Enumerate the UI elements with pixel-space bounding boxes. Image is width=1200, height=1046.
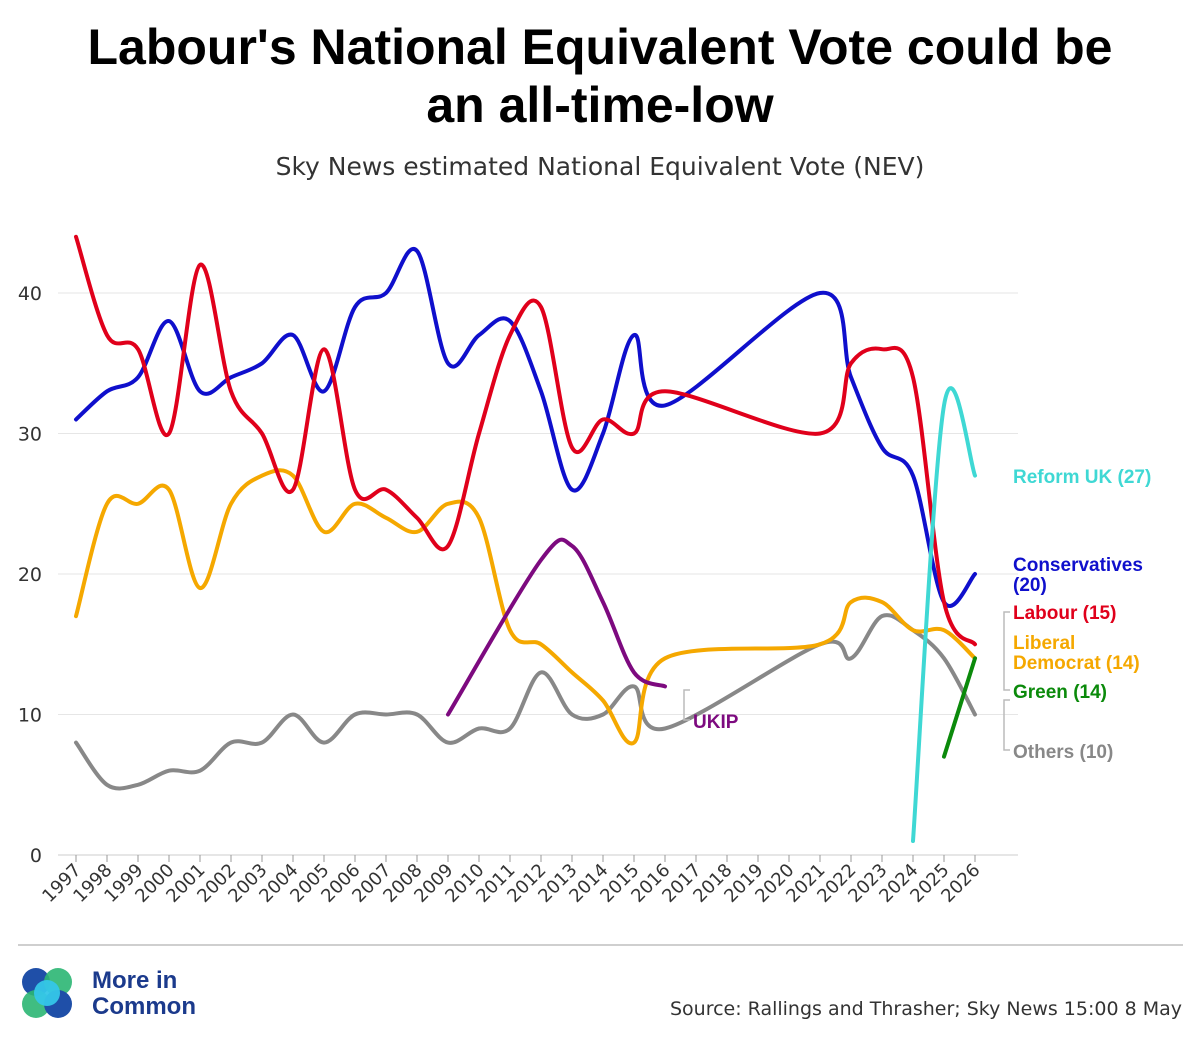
- y-tick-label: 20: [18, 564, 42, 586]
- label-leader: [1003, 611, 1010, 691]
- label-leader: [683, 689, 690, 721]
- gridlines: [58, 292, 1018, 715]
- series-line-green: [942, 656, 977, 759]
- chart-title-line-1: Labour's National Equivalent Vote could …: [87, 19, 1113, 75]
- series-label-labour: Labour (15): [1013, 603, 1116, 624]
- series-lines: [74, 234, 977, 843]
- more-in-common-logo-icon: [22, 968, 72, 1018]
- y-tick-label: 30: [18, 424, 42, 446]
- y-tick-label: 10: [18, 705, 42, 727]
- chart-title-line-2: an all-time-low: [426, 77, 774, 133]
- series-label-line: Green (14): [1013, 682, 1107, 703]
- series-label-green: Green (14): [1013, 682, 1107, 703]
- footer-divider: [18, 944, 1183, 946]
- series-line-reform-uk: [911, 386, 977, 843]
- series-line-conservatives: [74, 246, 977, 608]
- series-line-others: [74, 613, 977, 791]
- series-label-reform-uk: Reform UK (27): [1013, 467, 1151, 488]
- series-line-ukip: [446, 537, 667, 717]
- label-leader: [1003, 699, 1010, 751]
- series-label-line: Conservatives: [1013, 555, 1143, 576]
- y-tick-label: 0: [30, 845, 42, 867]
- series-label-line: Reform UK (27): [1013, 467, 1151, 488]
- source-note: Source: Rallings and Thrasher; Sky News …: [669, 998, 1182, 1020]
- y-tick-label: 40: [18, 283, 42, 305]
- series-labels: Conservatives (20) Labour (15) Liberal Democ…: [683, 467, 1151, 763]
- series-line-liberal-democrat: [74, 468, 977, 746]
- series-label-others: Others (10): [1013, 742, 1113, 763]
- brand-line-1: More in: [92, 967, 178, 994]
- series-label-line: (20): [1013, 575, 1047, 596]
- series-label-line: UKIP: [693, 712, 739, 733]
- series-line-labour: [74, 234, 977, 647]
- line-chart: 0102030401997199819992000200120022003200…: [18, 234, 1151, 907]
- series-label-line: Labour (15): [1013, 603, 1116, 624]
- series-label-line: Liberal: [1013, 633, 1075, 654]
- series-label-conservatives: Conservatives (20): [1013, 555, 1143, 596]
- series-label-line: Democrat (14): [1013, 653, 1140, 674]
- series-label-line: Others (10): [1013, 742, 1113, 763]
- brand-name: More in Common: [92, 968, 196, 1020]
- series-label-liberal-democrat: Liberal Democrat (14): [1013, 633, 1140, 674]
- chart-subtitle: Sky News estimated National Equivalent V…: [275, 152, 925, 181]
- series-label-ukip: UKIP: [693, 712, 739, 733]
- chart-title: Labour's National Equivalent Vote could …: [0, 18, 1200, 134]
- brand-line-2: Common: [92, 993, 196, 1020]
